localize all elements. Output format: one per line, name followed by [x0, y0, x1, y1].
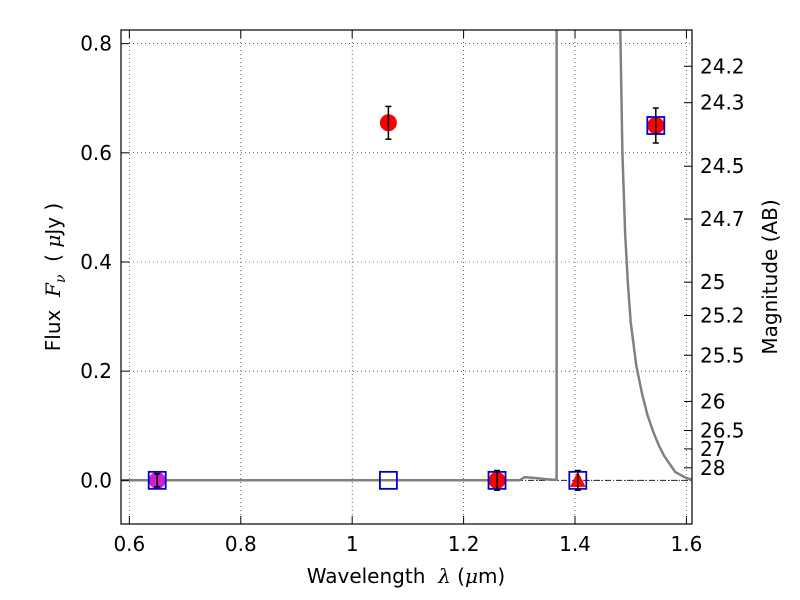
- mag-tick-label: 25.2: [700, 303, 745, 327]
- y-tick-label: 0.6: [80, 141, 112, 165]
- y-tick-label: 0.2: [80, 359, 112, 383]
- y-tick-label: 0.8: [80, 32, 112, 56]
- mag-tick-label: 27: [700, 437, 725, 461]
- plot-background: [121, 30, 692, 524]
- x-tick-label: 0.6: [113, 532, 145, 556]
- mag-tick-label: 26: [700, 389, 725, 413]
- mag-tick-label: 26.5: [700, 419, 745, 443]
- mag-tick-label: 25.5: [700, 343, 745, 367]
- axis-ticks: 0.6 0.8 1 1.2 1.4 1.6 0.0 0.2 0.4 0.6 0.8 24.2 24.3 2…: [80, 30, 745, 556]
- mag-tick-label: 24.2: [700, 54, 745, 78]
- x-tick-label: 1: [346, 532, 359, 556]
- mag-tick-label: 24.5: [700, 154, 745, 178]
- y-axis-title: Flux Fν ( μJy ): [41, 203, 69, 351]
- mag-tick-label: 25: [700, 270, 725, 294]
- right-axis-title: Magnitude (AB): [758, 199, 782, 354]
- x-tick-label: 1.2: [448, 532, 480, 556]
- mag-tick-label: 24.3: [700, 91, 745, 115]
- plot-frame: [120, 29, 693, 525]
- model-flux-box: [147, 470, 167, 490]
- mag-tick-label: 24.7: [700, 207, 745, 231]
- x-tick-label: 0.8: [225, 532, 257, 556]
- model-spectrum-layer: [121, 30, 692, 482]
- model-flux-box: [378, 470, 398, 490]
- model-spectrum-line: [121, 30, 692, 482]
- y-tick-label: 0.4: [80, 250, 112, 274]
- x-tick-label: 1.4: [559, 532, 591, 556]
- data-points-layer: [147, 105, 666, 491]
- y-tick-label: 0.0: [80, 468, 112, 492]
- mag-tick-label: 28: [700, 456, 725, 480]
- x-tick-label: 1.6: [671, 532, 703, 556]
- grid-lines: [121, 30, 692, 524]
- x-axis-title: Wavelength λ (μm): [307, 564, 506, 588]
